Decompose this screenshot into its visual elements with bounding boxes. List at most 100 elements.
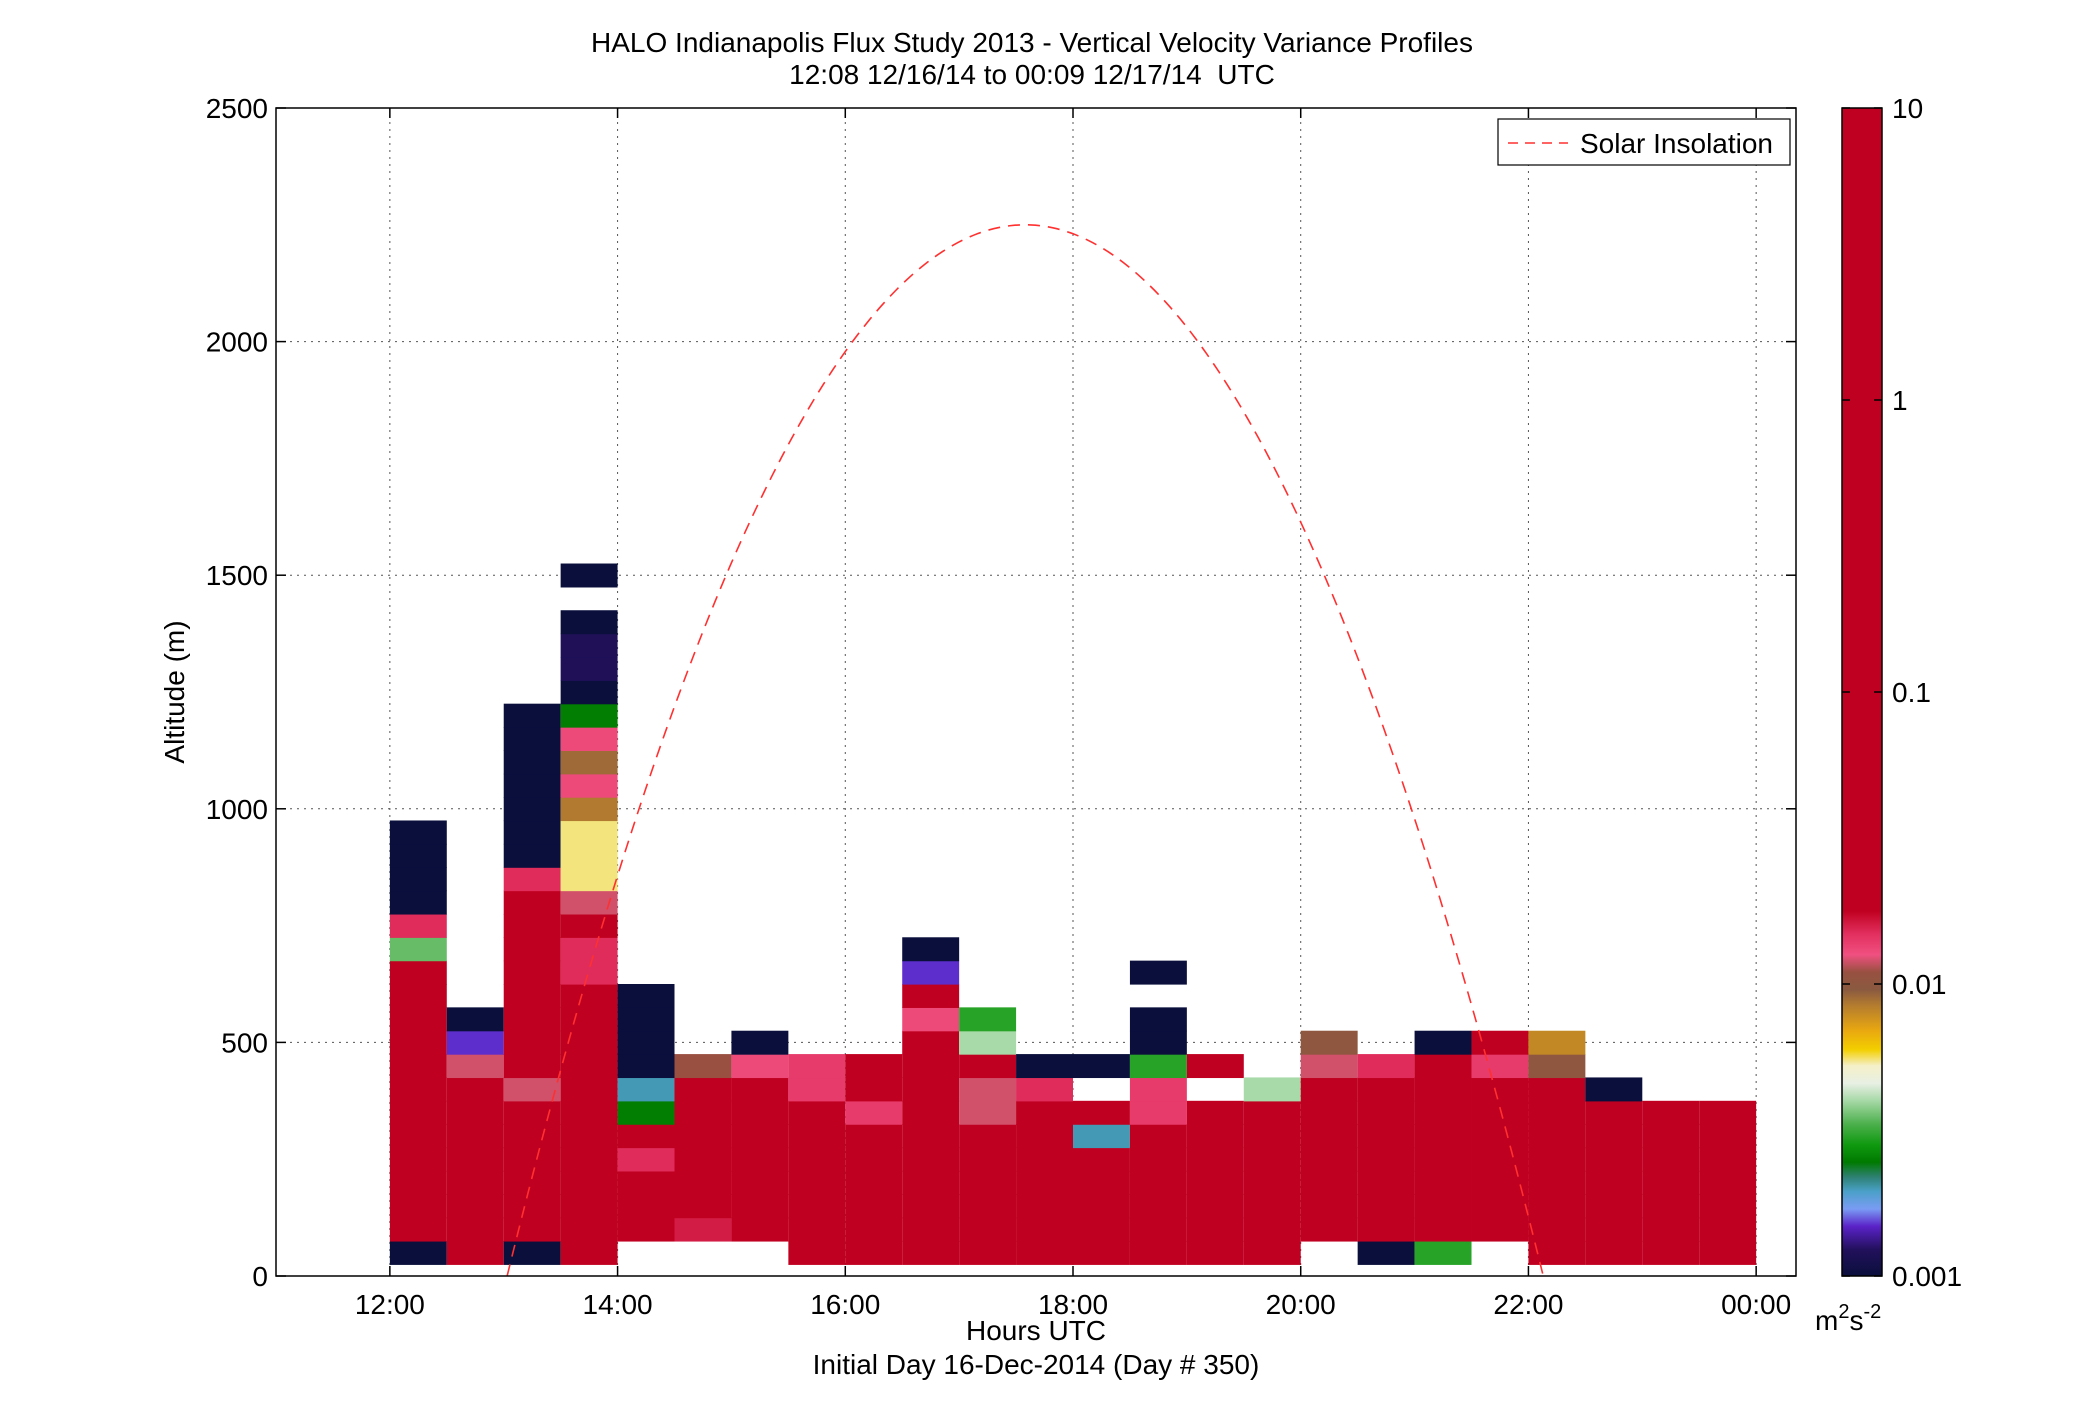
heatmap-cell — [389, 820, 447, 845]
heatmap-cell — [902, 960, 960, 985]
x-tick-label: 12:00 — [355, 1289, 425, 1320]
heatmap-cell — [617, 1170, 675, 1195]
heatmap-cell — [788, 1170, 846, 1195]
heatmap-cell — [1243, 1170, 1301, 1195]
heatmap-cell — [1471, 1100, 1529, 1125]
x-tick-label: 16:00 — [810, 1289, 880, 1320]
heatmap-cell — [1129, 1217, 1187, 1242]
heatmap-cell — [1186, 1100, 1244, 1125]
heatmap-cell — [731, 1194, 789, 1219]
solar-insolation-series — [506, 223, 1545, 1277]
heatmap-cell — [1300, 1217, 1358, 1242]
heatmap-cell — [446, 1007, 504, 1032]
chart-subtitle: 12:08 12/16/14 to 00:09 12/17/14 UTC — [789, 59, 1275, 90]
heatmap-cell — [674, 1100, 732, 1125]
heatmap-cell — [1642, 1217, 1700, 1242]
heatmap-cell — [1073, 1217, 1130, 1242]
colorbar-ticks: 0.001 0.01 0.1 1 10 — [1842, 93, 1962, 1292]
heatmap-cell — [731, 1124, 789, 1149]
heatmap-cell — [503, 1077, 561, 1102]
heatmap-cell — [503, 843, 561, 868]
heatmap-cell — [1699, 1170, 1757, 1195]
y-tick-label: 0 — [252, 1261, 268, 1292]
heatmap-cell — [503, 1194, 561, 1219]
colorbar-units: m2s-2 — [1815, 1301, 1881, 1336]
heatmap-cell — [1357, 1217, 1415, 1242]
heatmap-cell — [560, 633, 618, 658]
heatmap-cell — [560, 867, 618, 892]
heatmap-cell — [1528, 1077, 1586, 1102]
heatmap-cell — [503, 890, 561, 915]
heatmap-cell — [1129, 960, 1187, 985]
heatmap-cell — [959, 1194, 1017, 1219]
heatmap-cell — [389, 1124, 447, 1149]
heatmap-cell — [560, 1007, 618, 1032]
heatmap-cell — [560, 1030, 618, 1055]
heatmap-cell — [1300, 1124, 1358, 1149]
heatmap-cell — [389, 1100, 447, 1125]
y-tick-label: 1500 — [206, 560, 268, 591]
heatmap-cell — [1129, 1194, 1187, 1219]
heatmap-cell — [902, 1077, 960, 1102]
heatmap-cell — [1414, 1030, 1472, 1055]
colorbar-tick-label: 1 — [1892, 385, 1908, 416]
heatmap-cell — [674, 1147, 732, 1172]
x-axis-label: Hours UTC — [966, 1315, 1106, 1346]
heatmap-cell — [1243, 1147, 1301, 1172]
heatmap-cell — [446, 1077, 504, 1102]
heatmap-cell — [788, 1054, 846, 1079]
heatmap-cell — [1471, 1124, 1529, 1149]
heatmap-cell — [1585, 1194, 1643, 1219]
heatmap-cell — [1699, 1194, 1757, 1219]
heatmap-cell — [1300, 1194, 1358, 1219]
heatmap-cell — [389, 843, 447, 868]
heatmap-cell — [503, 1124, 561, 1149]
heatmap-cell — [1129, 1054, 1187, 1079]
heatmap-cell — [446, 1147, 504, 1172]
heatmap-cell — [1016, 1194, 1073, 1219]
heatmap-cell — [560, 1147, 618, 1172]
heatmap-cell — [1642, 1147, 1700, 1172]
y-tick-label: 500 — [221, 1027, 268, 1058]
heatmap-cell — [1585, 1147, 1643, 1172]
heatmap-cell — [1471, 1077, 1529, 1102]
heatmap-cell — [1414, 1170, 1472, 1195]
heatmap-cell — [1528, 1124, 1586, 1149]
heatmap-cell — [560, 1240, 618, 1265]
heatmap-cell — [1471, 1194, 1529, 1219]
heatmap-cell — [1414, 1124, 1472, 1149]
heatmap-cell — [560, 727, 618, 751]
heatmap-cell — [788, 1100, 846, 1125]
heatmap-cell — [674, 1217, 732, 1242]
heatmap-cell — [1016, 1100, 1073, 1125]
heatmap-cell — [1528, 1030, 1586, 1055]
heatmap-cell — [1528, 1054, 1586, 1079]
heatmap-cell — [1414, 1194, 1472, 1219]
heatmap-cell — [617, 1124, 675, 1149]
heatmap-cell — [1471, 1217, 1529, 1242]
heatmap-cell — [731, 1170, 789, 1195]
heatmap-cell — [1528, 1240, 1586, 1265]
plot-frame — [275, 107, 1797, 1277]
heatmap-cell — [446, 1170, 504, 1195]
legend-box — [1497, 118, 1791, 166]
heatmap-cell — [1129, 1124, 1187, 1149]
heatmap-cell — [1300, 1170, 1358, 1195]
heatmap-cell — [959, 1030, 1017, 1055]
heatmap-cell — [560, 984, 618, 1008]
heatmap-cell — [1528, 1217, 1586, 1242]
colorbar-tick-label: 0.001 — [1892, 1261, 1962, 1292]
heatmap-cell — [959, 1077, 1017, 1102]
heatmap-cell — [503, 1217, 561, 1242]
legend: Solar Insolation — [1497, 118, 1791, 166]
heatmap-cell — [731, 1054, 789, 1079]
heatmap-cell — [446, 1054, 504, 1079]
heatmap-cell — [560, 1054, 618, 1079]
heatmap-cell — [1073, 1170, 1130, 1195]
heatmap-cell — [1186, 1217, 1244, 1242]
heatmap-cell — [1528, 1170, 1586, 1195]
heatmap-cell — [731, 1077, 789, 1102]
heatmap-cell — [902, 1007, 960, 1032]
heatmap-cell — [1073, 1240, 1130, 1265]
heatmap-cell — [1357, 1100, 1415, 1125]
